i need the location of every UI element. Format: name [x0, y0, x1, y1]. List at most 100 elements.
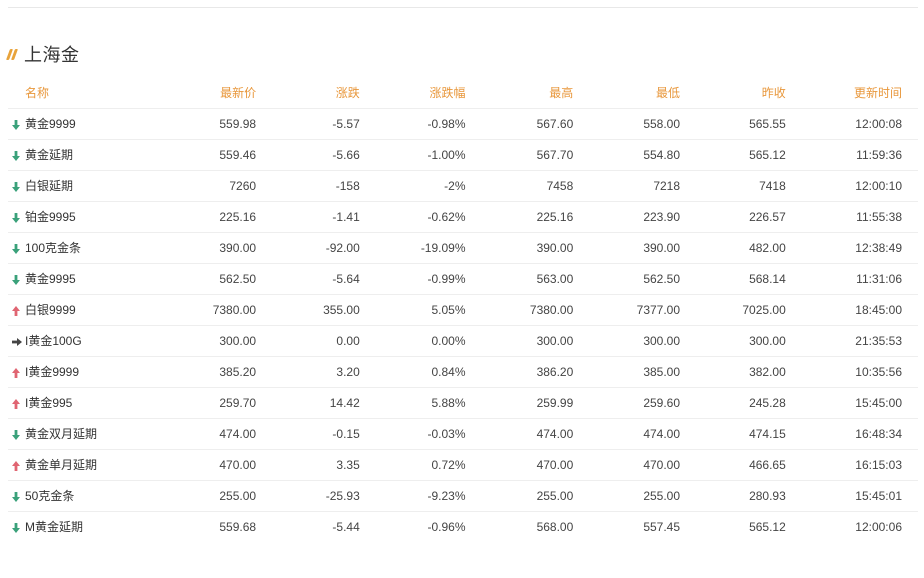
instrument-name[interactable]: 黄金9999	[25, 117, 76, 131]
instrument-name-cell[interactable]: 白银延期	[8, 170, 141, 202]
table-row[interactable]: 白银延期 7260 -158 -2% 7458 7218 7418 12:00:10	[8, 170, 918, 202]
arrow-up-icon	[12, 460, 22, 471]
price-change: 3.35	[256, 449, 360, 481]
table-row[interactable]: M黄金延期 559.68 -5.44 -0.96% 568.00 557.45 565.12…	[8, 511, 918, 542]
arrow-down-icon	[12, 243, 22, 254]
table-row[interactable]: 黄金9995 562.50 -5.64 -0.99% 563.00 562.50 568.1…	[8, 263, 918, 295]
instrument-name-cell[interactable]: 50克金条	[8, 480, 141, 512]
update-time: 16:48:34	[785, 418, 918, 450]
latest-price: 7380.00	[140, 294, 257, 326]
instrument-name[interactable]: 100克金条	[25, 241, 82, 255]
low-price: 390.00	[573, 232, 681, 264]
high-price: 7458	[465, 170, 574, 202]
arrow-down-icon	[12, 274, 22, 285]
high-price: 7380.00	[465, 294, 574, 326]
update-time: 11:59:36	[785, 139, 918, 171]
price-change: -5.44	[332, 519, 360, 534]
arrow-down-icon	[12, 181, 22, 192]
high-price: 563.00	[465, 263, 574, 295]
table-row[interactable]: I黄金995 259.70 14.42 5.88% 259.99 259.60 245.28…	[8, 387, 918, 419]
price-change: -92.00	[256, 232, 360, 264]
table-row[interactable]: 白银9999 7380.00 355.00 5.05% 7380.00 7377.00 70…	[8, 294, 918, 326]
table-header-row: 名称 最新价 涨跌 涨跌幅 最高 最低 昨收 更新时间	[8, 77, 918, 109]
table-row[interactable]: 黄金双月延期 474.00 -0.15 -0.03% 474.00 474.00 474.1…	[8, 418, 918, 450]
instrument-name-cell[interactable]: 黄金单月延期	[8, 449, 141, 481]
latest-price: 470.00	[140, 449, 257, 481]
instrument-name-cell[interactable]: 铂金9995	[8, 201, 141, 233]
instrument-name[interactable]: I黄金100G	[25, 334, 82, 348]
prev-close: 280.93	[680, 480, 786, 512]
table-row[interactable]: 黄金延期 559.46 -5.66 -1.00% 567.70 554.80 565.12 1…	[8, 139, 918, 171]
header-prev-close: 昨收	[680, 77, 786, 109]
arrow-up-icon	[12, 398, 22, 409]
price-change: -1.41	[256, 201, 360, 233]
low-price: 7377.00	[573, 294, 681, 326]
high-price: 386.20	[465, 356, 574, 388]
table-row[interactable]: I黄金9999 385.20 3.20 0.84% 386.20 385.00 382.00…	[8, 356, 918, 388]
table-row[interactable]: 黄金9999 559.98 -5.57 -0.98% 567.60 558.00 565.5…	[8, 108, 918, 140]
instrument-name[interactable]: 白银延期	[25, 179, 74, 193]
instrument-name[interactable]: 黄金9995	[25, 272, 76, 286]
price-change: -0.15	[256, 418, 360, 450]
table-row[interactable]: 50克金条 255.00 -25.93 -9.23% 255.00 255.00 280.9…	[8, 480, 918, 512]
update-time: 12:00:08	[785, 108, 918, 140]
latest-price: 562.50	[140, 263, 257, 295]
high-price: 255.00	[465, 480, 574, 512]
arrow-down-icon	[12, 429, 22, 440]
instrument-name[interactable]: 白银9999	[25, 303, 76, 317]
instrument-name[interactable]: 铂金9995	[25, 210, 76, 224]
instrument-name-cell[interactable]: 黄金延期	[8, 139, 141, 171]
instrument-name[interactable]: 黄金单月延期	[25, 458, 98, 472]
table-row[interactable]: 黄金单月延期 470.00 3.35 0.72% 470.00 470.00 466.65 1…	[8, 449, 918, 481]
instrument-name-cell[interactable]: 黄金9999	[8, 108, 141, 140]
change-percent: -0.99%	[359, 263, 466, 295]
instrument-name[interactable]: 黄金延期	[25, 148, 74, 162]
high-price: 568.00	[536, 519, 574, 534]
instrument-name[interactable]: I黄金9999	[25, 365, 80, 379]
instrument-name[interactable]: M黄金延期	[25, 520, 83, 535]
update-time: 12:38:49	[785, 232, 918, 264]
prev-close: 7025.00	[680, 294, 786, 326]
instrument-name-cell[interactable]: M黄金延期	[8, 511, 140, 542]
price-change: 0.00	[256, 325, 360, 357]
low-price: 255.00	[573, 480, 681, 512]
instrument-name-cell[interactable]: 黄金双月延期	[8, 418, 141, 450]
instrument-name-cell[interactable]: 黄金9995	[8, 263, 141, 295]
update-time: 18:45:00	[785, 294, 918, 326]
instrument-name-cell[interactable]: I黄金9999	[8, 356, 141, 388]
header-update-time: 更新时间	[785, 77, 918, 109]
table-row[interactable]: I黄金100G 300.00 0.00 0.00% 300.00 300.00 300.00…	[8, 325, 918, 357]
header-change-percent: 涨跌幅	[359, 77, 466, 109]
instrument-name[interactable]: 黄金双月延期	[25, 427, 98, 441]
instrument-name[interactable]: 50克金条	[25, 489, 75, 503]
latest-price: 559.46	[140, 139, 257, 171]
latest-price: 390.00	[140, 232, 257, 264]
latest-price: 300.00	[140, 325, 257, 357]
low-price: 557.45	[643, 519, 681, 534]
prev-close: 568.14	[680, 263, 786, 295]
prev-close: 7418	[680, 170, 786, 202]
change-percent: -0.98%	[359, 108, 466, 140]
prev-close: 226.57	[680, 201, 786, 233]
instrument-name-cell[interactable]: I黄金995	[8, 387, 141, 419]
latest-price: 7260	[140, 170, 257, 202]
instrument-name[interactable]: I黄金995	[25, 396, 73, 410]
instrument-name-cell[interactable]: 100克金条	[8, 232, 141, 264]
high-price: 474.00	[465, 418, 574, 450]
arrow-down-icon	[12, 491, 22, 502]
change-percent: -0.03%	[359, 418, 466, 450]
price-change: -5.64	[256, 263, 360, 295]
low-price: 562.50	[573, 263, 681, 295]
prev-close: 382.00	[680, 356, 786, 388]
instrument-name-cell[interactable]: I黄金100G	[8, 325, 141, 357]
instrument-name-cell[interactable]: 白银9999	[8, 294, 141, 326]
low-price: 7218	[573, 170, 681, 202]
table-row[interactable]: 铂金9995 225.16 -1.41 -0.62% 225.16 223.90 226.5…	[8, 201, 918, 233]
price-change: -158	[256, 170, 360, 202]
prev-close: 300.00	[680, 325, 786, 357]
header-low: 最低	[573, 77, 681, 109]
table-row[interactable]: 100克金条 390.00 -92.00 -19.09% 390.00 390.00 482…	[8, 232, 918, 264]
high-price: 225.16	[465, 201, 574, 233]
latest-price: 559.98	[140, 108, 257, 140]
prev-close: 565.55	[680, 108, 786, 140]
